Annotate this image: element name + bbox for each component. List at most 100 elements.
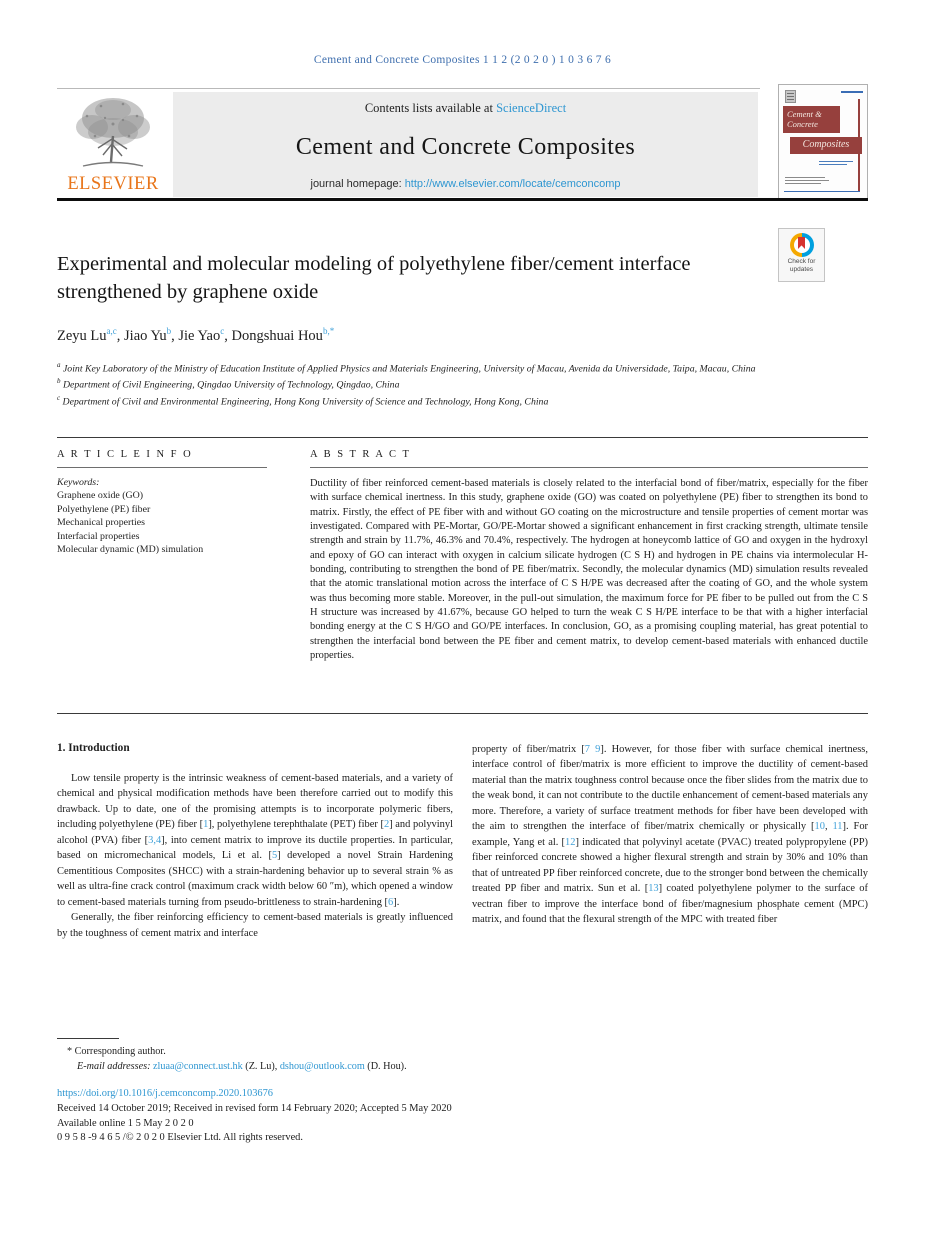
text-run: ]. For example, Yang et al. [ [472,821,869,848]
contents-line: Contents lists available at ScienceDirec… [173,101,758,116]
journal-citation: Cement and Concrete Composites 1 1 2 (2 … [313,54,612,66]
author-name: Dongshuai Hou [231,327,323,344]
cover-title-line2: Concrete [787,119,818,129]
author-name: Jie Yao [178,327,221,344]
footnote-rule [57,1038,119,1039]
intro-paragraph-1: Low tensile property is the intrinsic we… [57,771,453,910]
citation-ref[interactable]: 2 [383,819,390,831]
text-run: ] and polyvinyl alcohol (PVA) fiber [ [57,819,453,846]
citation-ref[interactable]: 12 [565,836,576,848]
authors-line: Zeyu Lua,c, Jiao Yub, Jie Yaoc, Dongshua… [57,326,797,345]
affiliations: a Joint Key Laboratory of the Ministry o… [57,359,827,408]
contents-prefix: Contents lists available at [364,101,497,115]
affiliation-line: a Joint Key Laboratory of the Ministry o… [57,361,756,375]
keyword-item: Mechanical properties [57,517,146,529]
author-superscript: b [166,326,172,336]
homepage-link[interactable]: http://www.elsevier.com/locate/cemconcom… [404,178,621,190]
text-run: Low tensile property is the intrinsic we… [57,773,453,831]
author: Jie Yaoc, [178,326,232,344]
email-link-1[interactable]: zluaa@connect.ust.hk [153,1060,243,1072]
cover-title-line1: Cement & [787,109,822,119]
intro-paragraph-2-left: Generally, the fiber reinforcing efficie… [57,912,453,939]
author: Jiao Yub, [124,326,179,344]
masthead-box: Contents lists available at ScienceDirec… [173,92,758,197]
text-run: ], into cement matrix to improve its duc… [57,834,453,862]
email-addresses-line: E-mail addresses: zluaa@connect.ust.hk (… [77,1060,407,1072]
journal-cover-thumbnail: Cement & Concrete Composites [778,84,868,198]
body-columns: 1. Introduction Low tensile property is … [57,742,868,941]
author: Zeyu Lua,c, [57,326,125,344]
keyword-item: Polyethylene (PE) fiber [57,503,151,515]
section-heading-introduction: 1. Introduction [57,742,130,754]
author-name: Zeyu Lu [57,327,107,344]
author-superscript: a,c [106,326,117,336]
author: Dongshuai Houb,* [231,326,335,344]
affiliation-line: c Department of Civil and Environmental … [57,393,549,408]
left-column: 1. Introduction Low tensile property is … [57,742,453,941]
text-run: ] indicated that polyvinyl acetate (PVAC… [472,836,868,895]
citation-ref[interactable]: 1 [203,819,209,831]
text-run: property of fiber/matrix [ [472,744,585,755]
citation-ref[interactable]: 13 [648,883,659,895]
email-link-2[interactable]: dshou@outlook.com [279,1060,365,1072]
article-info-section: A R T I C L E I N F O Keywords: Graphene… [57,449,267,556]
abstract-heading: A B S T R A C T [310,449,411,460]
citation-ref[interactable]: 5 [271,850,278,862]
text-run: ]. [393,896,400,908]
text-run: ], polyethylene terephthalate (PET) fibe… [208,819,384,831]
abstract-section: A B S T R A C T Ductility of fiber reinf… [310,449,868,663]
text-run: ] coated polyethylene polymer to the sur… [472,883,868,925]
right-column: property of fiber/matrix [7 9]. However,… [472,742,868,941]
footnote-block: * Corresponding author. E-mail addresses… [57,1038,457,1074]
masthead-bottom-rule [57,198,868,201]
citation-ref[interactable]: 10 [814,821,825,833]
cover-subtitle-block: Composites [790,137,862,154]
abstract-underline [310,467,868,468]
info-band-top-rule [57,437,868,438]
homepage-line: journal homepage: http://www.elsevier.co… [173,178,758,190]
cover-issn-line [841,91,863,93]
abstract-text: Ductility of fiber reinforced cement-bas… [310,478,868,662]
check-badge-label: Check for updates [787,258,816,273]
text-run: ] developed a novel Strain Hardening Cem… [57,850,453,908]
keywords-label: Keywords: [57,477,100,488]
doi-link[interactable]: https://doi.org/10.1016/j.cemconcomp.202… [57,1088,273,1099]
info-band-bottom-rule [57,713,868,714]
crossmark-icon [789,233,814,257]
publication-dates: Received 14 October 2019; Received in re… [57,1102,452,1146]
corresponding-author-note: * Corresponding author. [67,1046,166,1057]
cover-emblem-icon [785,90,796,103]
keyword-item: Interfacial properties [57,530,140,542]
elsevier-logo: ELSEVIER [57,92,169,197]
article-title: Experimental and molecular modeling of p… [57,253,691,303]
cover-title-block: Cement & Concrete [783,106,840,133]
citation-ref[interactable]: 6 [388,896,394,908]
doi-line: https://doi.org/10.1016/j.cemconcomp.202… [57,1088,273,1099]
article-info-heading: A R T I C L E I N F O [57,449,193,460]
text-run: ]. However, for those fiber with surface… [472,744,868,833]
sciencedirect-link[interactable]: ScienceDirect [496,101,567,115]
affiliation-line: b Department of Civil Engineering, Qingd… [57,377,400,391]
intro-paragraph-2-right: property of fiber/matrix [7 9]. However,… [472,742,868,927]
citation-ref[interactable]: 11 [832,821,843,833]
available-online-line: Available online 1 5 May 2 0 2 0 [57,1117,194,1129]
cover-vertical-rule [858,99,860,191]
citation-ref[interactable]: 3,4 [148,834,162,846]
article-info-underline [57,467,267,468]
keyword-item: Graphene oxide (GO) [57,490,144,502]
author-superscript: c [220,326,225,336]
header-hairline [57,88,760,89]
homepage-prefix: journal homepage: [310,178,405,190]
citation-ref[interactable]: 7 9 [584,744,601,755]
keyword-item: Molecular dynamic (MD) simulation [57,544,204,556]
text-run: , [824,821,833,833]
journal-title: Cement and Concrete Composites [295,133,636,160]
author-name: Jiao Yu [124,327,167,344]
email-label: E-mail addresses: [77,1060,151,1072]
elsevier-wordmark: ELSEVIER [67,174,159,194]
received-line: Received 14 October 2019; Received in re… [57,1103,452,1114]
check-for-updates-badge[interactable]: Check for updates [778,228,825,282]
copyright-line: 0 9 5 8 -9 4 6 5 /© 2 0 2 0 Elsevier Ltd… [57,1132,303,1144]
elsevier-tree-icon [76,98,150,167]
